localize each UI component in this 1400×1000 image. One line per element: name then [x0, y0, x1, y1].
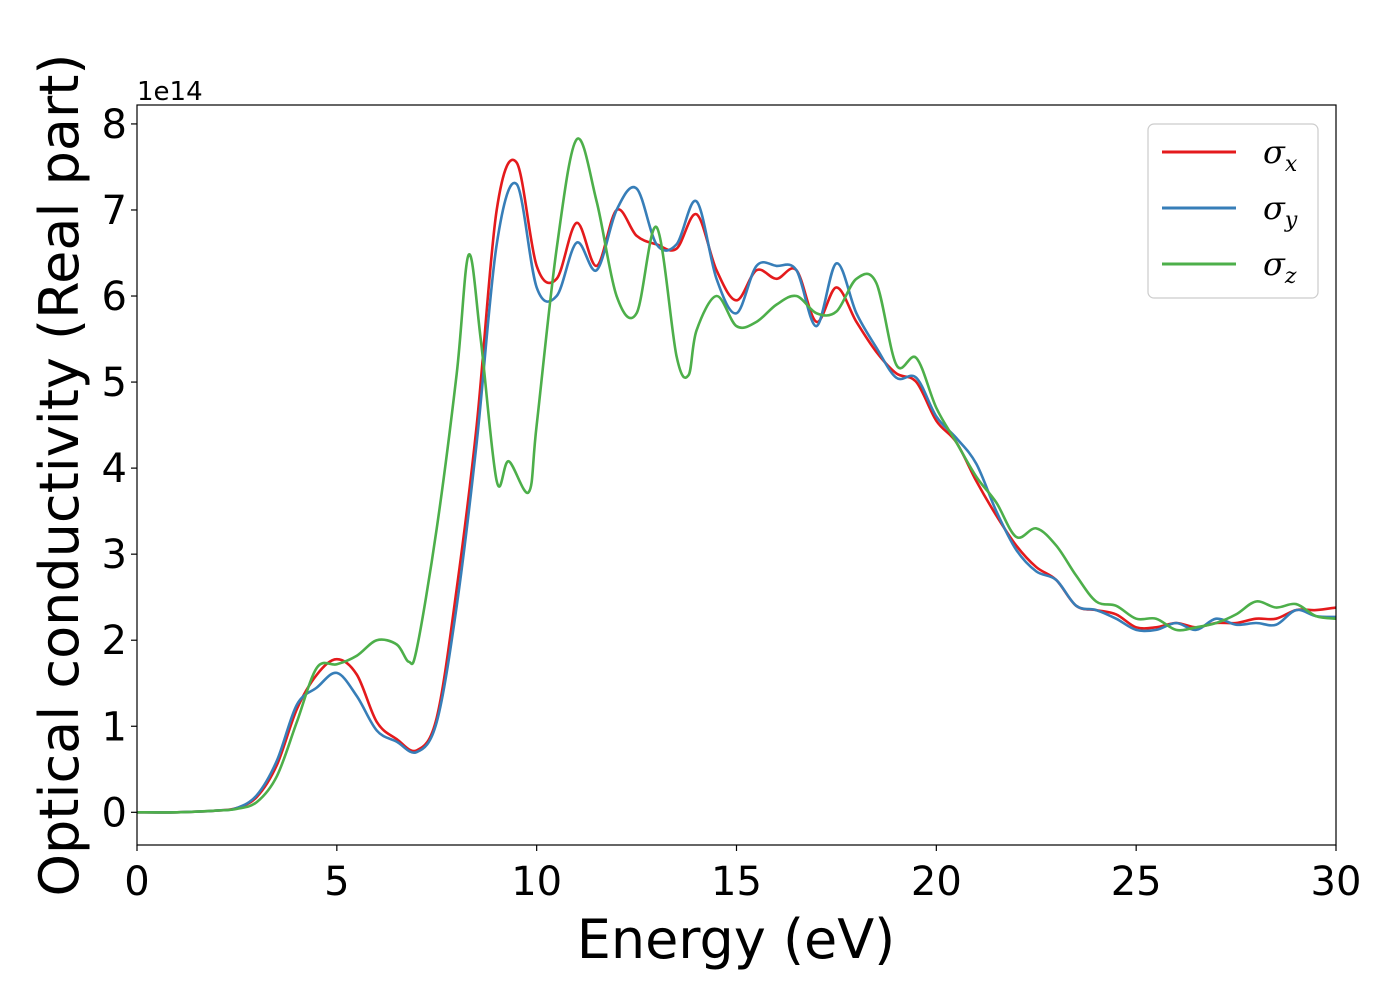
y-tick-label: 7 [102, 188, 127, 234]
y-tick-label: 6 [102, 274, 127, 320]
x-axis-ticks: 0 5 10 15 20 25 30 [124, 845, 1361, 905]
y-offset-label: 1e14 [137, 77, 203, 107]
series-line-z [137, 137, 1336, 814]
y-axis-title: Optical conductivity (Real part) [28, 54, 91, 897]
legend-label-y: σy [1263, 189, 1298, 233]
y-tick-label: 3 [102, 532, 127, 578]
x-axis-title: Energy (eV) [577, 908, 896, 971]
plot-lines [137, 137, 1336, 814]
legend-label-z: σz [1263, 245, 1297, 289]
y-axis-ticks: 0 1 2 3 4 5 6 7 8 [102, 102, 137, 836]
y-tick-label: 2 [102, 618, 127, 664]
series-line-x [137, 158, 1336, 814]
x-tick-label: 5 [324, 859, 349, 905]
x-tick-label: 25 [1111, 859, 1162, 905]
x-tick-label: 20 [911, 859, 962, 905]
x-tick-label: 15 [711, 859, 762, 905]
x-tick-label: 30 [1311, 859, 1362, 905]
legend: σx σy σz [1147, 123, 1319, 299]
series-line-y [137, 181, 1336, 814]
y-tick-label: 0 [102, 790, 127, 836]
x-tick-label: 10 [511, 859, 562, 905]
legend-box [1147, 123, 1319, 299]
y-tick-label: 4 [102, 446, 127, 492]
x-tick-label: 0 [124, 859, 149, 905]
legend-label-x: σx [1263, 133, 1298, 177]
y-tick-label: 5 [102, 360, 127, 406]
y-tick-label: 1 [102, 704, 127, 750]
y-tick-label: 8 [102, 102, 127, 148]
